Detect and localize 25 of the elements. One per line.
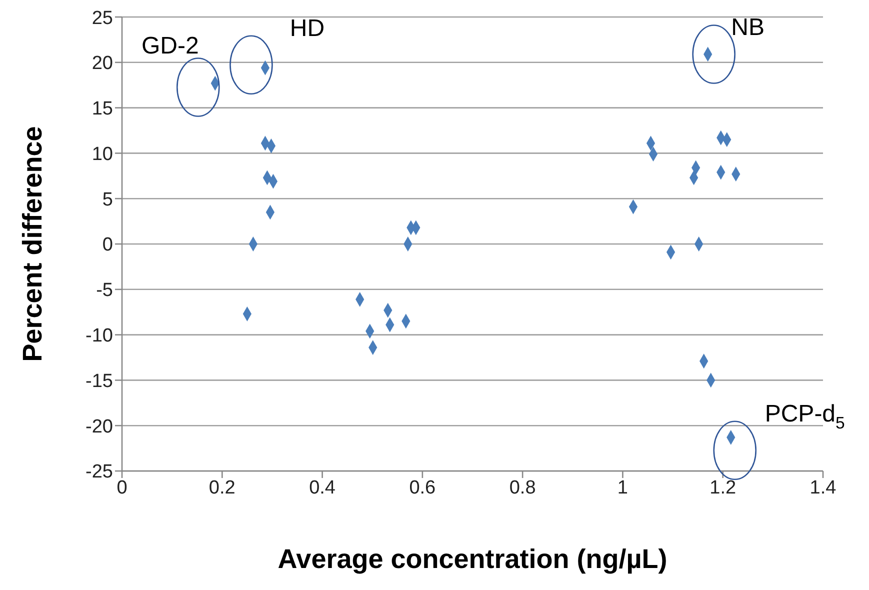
x-tick-label: 0.8 <box>509 477 536 498</box>
y-tick-label: -25 <box>86 462 113 483</box>
annotation: GD-2 <box>141 32 199 59</box>
annotation: PCP-d$_{5}$ <box>764 400 845 432</box>
x-tick-label: 1.4 <box>810 477 837 498</box>
x-tick-label: 0.2 <box>208 477 236 498</box>
y-tick-label: 15 <box>92 98 113 120</box>
y-tick-label: 25 <box>92 8 113 29</box>
y-tick-label: 10 <box>92 144 113 165</box>
annotation: NB <box>731 14 765 41</box>
x-tick-label: 1 <box>617 477 628 498</box>
x-axis-title: Average concentration (ng/µL) <box>278 544 668 574</box>
x-tick-label: 0 <box>116 477 128 498</box>
x-tick-label: 0.4 <box>309 477 336 498</box>
y-axis-title: Percent difference <box>18 126 48 362</box>
x-tick-label: 1.2 <box>710 477 736 498</box>
y-tick-label: -10 <box>86 326 113 347</box>
y-tick-label: 20 <box>92 53 113 74</box>
x-tick-label: 0.6 <box>409 477 436 498</box>
y-tick-label: -5 <box>96 280 113 302</box>
y-tick-label: -15 <box>86 370 113 392</box>
y-tick-label: 5 <box>102 189 113 210</box>
annotation: HD <box>290 14 325 42</box>
y-tick-label: -20 <box>86 416 113 438</box>
y-tick-label: 0 <box>102 234 113 256</box>
